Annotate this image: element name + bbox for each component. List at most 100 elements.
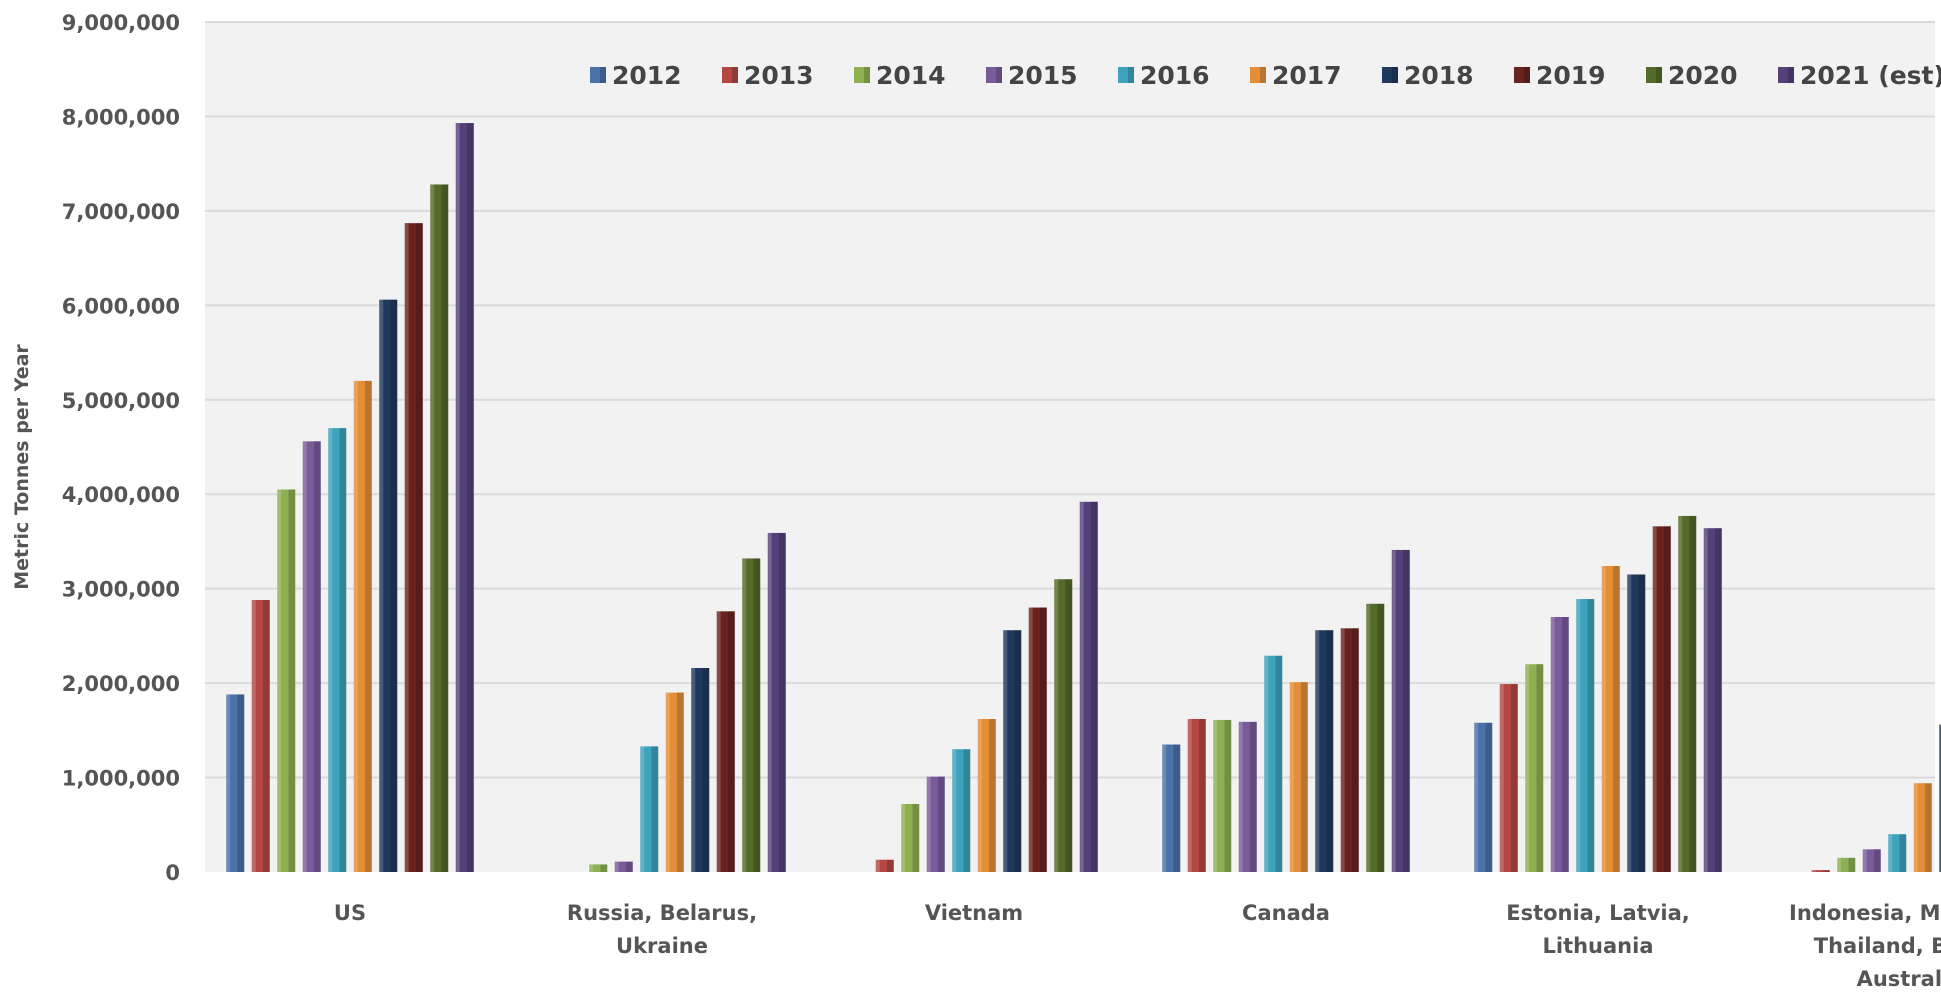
legend-label: 2016 [1140,61,1210,90]
x-category-label: Russia, Belarus, [567,901,757,925]
bar-highlight [665,692,670,872]
bar-shade [1587,599,1595,872]
bar-highlight [1079,501,1084,872]
bar-fill [1213,719,1232,872]
bar-fill [1474,722,1493,872]
bar-shade [1536,664,1544,872]
legend-swatch-shade [1392,67,1398,83]
bar-fill [1238,721,1257,872]
bar-fill [1162,744,1181,872]
bar-highlight [277,489,282,872]
bar [328,428,347,872]
bar [1913,783,1932,872]
bar [1627,574,1646,872]
bar [251,600,270,872]
legend-item: 2013 [722,61,814,90]
bar-shade [262,600,270,872]
legend-item: 2015 [986,61,1078,90]
bar-shade [778,532,786,872]
bar-highlight [1939,724,1941,872]
bar-highlight [875,859,880,872]
bar-fill [226,694,245,872]
bar-highlight [1888,834,1893,872]
bar-highlight [1238,721,1243,872]
bar [1162,744,1181,872]
bar-fill [1550,617,1569,872]
bar [1264,655,1283,872]
bar-highlight [1550,617,1555,872]
x-category-label: Indonesia, Malaysia, [1789,901,1941,925]
bar [1862,849,1881,872]
bar-shade [364,380,372,872]
legend-swatch-shade [732,67,738,83]
bar [277,489,296,872]
bar-shade [1848,857,1856,872]
bar-highlight [1627,574,1632,872]
bar [1601,566,1620,872]
bar-shade [727,611,735,872]
y-tick-label: 9,000,000 [62,11,180,35]
bar-shade [1638,574,1646,872]
bar [1079,501,1098,872]
bar-shade [988,719,996,872]
y-tick-label: 6,000,000 [62,294,180,318]
bar-fill [977,719,996,872]
bar-fill [1054,579,1073,872]
bar-highlight [1499,684,1504,872]
bar [1474,722,1493,872]
legend-item: 2017 [1250,61,1342,90]
bar-fill [1340,628,1359,872]
bar-shade [937,776,945,872]
bar [1187,719,1206,872]
bar [1550,617,1569,872]
legend-label: 2012 [612,61,682,90]
bar-highlight [1003,630,1008,872]
bar-highlight [614,861,619,872]
bar [977,719,996,872]
bar-highlight [1703,528,1708,872]
bar-highlight [1315,630,1320,872]
bar-fill [1079,501,1098,872]
bar-highlight [589,864,594,872]
y-tick-label: 1,000,000 [62,767,180,791]
bar [1289,682,1308,872]
bar [1499,684,1518,872]
bar-highlight [767,532,772,872]
x-axis-category-labels: US Russia, Belarus, Ukraine Vietnam Canada Es… [334,901,1941,991]
bar [1939,724,1941,872]
bar-highlight [302,441,307,872]
bar-fill [926,776,945,872]
bar-fill [767,532,786,872]
bar-highlight [926,776,931,872]
bar-highlight [1028,607,1033,872]
bar-fill [952,749,971,872]
bar-fill [328,428,347,872]
y-tick-label: 3,000,000 [62,578,180,602]
bar-fill [1862,849,1881,872]
bar-fill [1913,783,1932,872]
legend-swatch-shade [1260,67,1266,83]
bar-highlight [1366,603,1371,872]
bar [716,611,735,872]
legend-swatch [1778,67,1794,83]
bar-highlight [1340,628,1345,872]
bar-highlight [1652,526,1657,872]
bar [691,668,710,872]
y-tick-label: 2,000,000 [62,672,180,696]
bar [1054,579,1073,872]
bar-shade [651,746,659,872]
bar-shade [702,668,710,872]
bar [1366,603,1385,872]
y-tick-label: 4,000,000 [62,483,180,507]
bar-highlight [1391,549,1396,872]
bar [926,776,945,872]
bar-highlight [226,694,231,872]
legend-label: 2019 [1536,61,1606,90]
bar-shade [1402,549,1410,872]
bar-fill [614,861,633,872]
bar [742,558,761,872]
bar-fill [455,123,474,873]
bar [1315,630,1334,872]
bar-fill [1888,834,1907,872]
bar-shade [415,223,423,872]
